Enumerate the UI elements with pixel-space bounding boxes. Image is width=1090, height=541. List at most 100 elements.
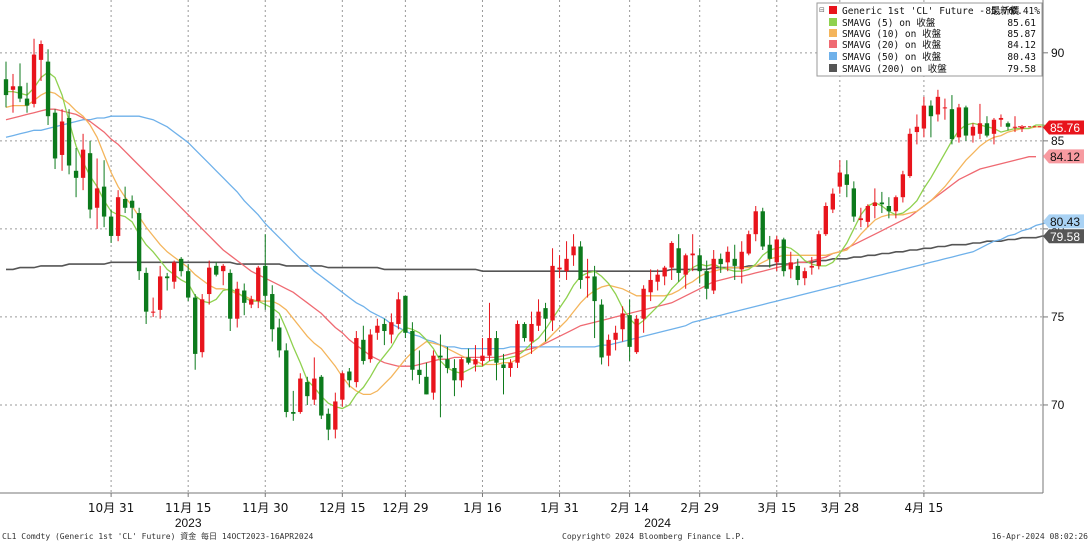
candle bbox=[305, 376, 310, 405]
candle bbox=[466, 348, 471, 365]
x-tick-label: 10月 31 bbox=[88, 501, 134, 515]
candle-body bbox=[879, 202, 885, 205]
candle-body bbox=[802, 271, 807, 279]
candle bbox=[164, 272, 170, 291]
candle-body bbox=[3, 79, 9, 96]
candle bbox=[627, 299, 632, 361]
candle bbox=[136, 207, 142, 280]
candle bbox=[347, 367, 352, 388]
price-tag-label: 79.58 bbox=[1050, 230, 1080, 244]
y-tick-label: 75 bbox=[1051, 310, 1065, 324]
candle bbox=[935, 89, 941, 122]
candle bbox=[473, 345, 478, 372]
sma-line-sma20 bbox=[5, 108, 1036, 367]
candle-body bbox=[284, 350, 289, 413]
candle-body bbox=[354, 338, 359, 383]
candle-body bbox=[375, 325, 380, 333]
candle-body bbox=[585, 276, 590, 279]
candle-body bbox=[1019, 126, 1025, 129]
x-tick-label: 11月 15 bbox=[165, 501, 211, 515]
candle-body bbox=[94, 188, 100, 208]
candle-body bbox=[725, 251, 730, 263]
candle-body bbox=[669, 242, 674, 268]
candle-body bbox=[599, 304, 604, 358]
legend[interactable]: ⊟ Generic 1st 'CL' Future - 最新價 85.76 0.… bbox=[816, 2, 1043, 77]
candle bbox=[886, 197, 892, 219]
candle-body bbox=[487, 338, 492, 356]
legend-value: 84.12 bbox=[1007, 40, 1036, 51]
candle-body bbox=[249, 299, 254, 305]
candle bbox=[739, 241, 744, 284]
x-tick-label: 2月 29 bbox=[680, 501, 719, 515]
candle bbox=[879, 191, 885, 214]
candle bbox=[669, 241, 674, 280]
legend-swatch bbox=[829, 40, 837, 48]
candle bbox=[382, 318, 387, 346]
price-tag-bg bbox=[1043, 120, 1084, 135]
candle-body bbox=[732, 258, 737, 266]
candle-body bbox=[431, 355, 436, 393]
price-tag-bg bbox=[1043, 214, 1084, 229]
candle-body bbox=[907, 133, 913, 177]
candle-body bbox=[207, 267, 212, 295]
candle-body bbox=[410, 331, 415, 370]
candle bbox=[122, 186, 128, 214]
legend-collapse-icon[interactable]: ⊟ bbox=[819, 6, 825, 14]
candle bbox=[963, 105, 969, 141]
candle bbox=[557, 255, 562, 279]
candle-body bbox=[655, 274, 660, 282]
candle bbox=[438, 334, 443, 418]
candle-body bbox=[865, 206, 871, 222]
legend-swatch bbox=[829, 64, 837, 72]
candle-body bbox=[886, 206, 892, 212]
price-tag-label: 85.76 bbox=[1050, 121, 1080, 135]
candle bbox=[907, 128, 913, 178]
candle bbox=[613, 325, 618, 351]
candle bbox=[711, 250, 716, 295]
candle bbox=[10, 73, 16, 113]
candle bbox=[872, 188, 878, 219]
candle-body bbox=[200, 299, 205, 353]
candle bbox=[781, 237, 786, 277]
legend-value: 80.43 bbox=[1007, 52, 1036, 63]
candle-body bbox=[87, 153, 93, 210]
candle bbox=[221, 264, 226, 286]
candle-body bbox=[998, 117, 1004, 120]
candle-body bbox=[389, 322, 394, 335]
candle-body bbox=[164, 276, 170, 279]
candle-body bbox=[31, 54, 37, 104]
candle bbox=[277, 318, 282, 358]
candle-body bbox=[466, 357, 471, 363]
candle-body bbox=[844, 174, 849, 185]
candle-body bbox=[823, 206, 828, 235]
candle-body bbox=[592, 276, 597, 302]
x-tick-label: 3月 28 bbox=[820, 501, 859, 515]
candle bbox=[550, 248, 555, 332]
candle bbox=[480, 338, 485, 367]
candle bbox=[207, 260, 212, 305]
candle-body bbox=[347, 371, 352, 381]
candle bbox=[431, 350, 436, 400]
candle-body bbox=[760, 211, 765, 247]
candle-body bbox=[73, 170, 79, 178]
candle-body bbox=[459, 359, 464, 381]
candle-body bbox=[298, 378, 303, 413]
legend-change: 0.41% bbox=[1011, 6, 1040, 17]
candle-body bbox=[438, 355, 443, 358]
candle bbox=[956, 103, 962, 143]
candle-body bbox=[830, 193, 835, 210]
candle-body bbox=[676, 248, 681, 273]
candle bbox=[17, 63, 23, 103]
x-tick-label: 3月 15 bbox=[757, 501, 796, 515]
price-tag: 84.12 bbox=[1043, 149, 1084, 164]
candle bbox=[795, 258, 800, 286]
legend-label: SMAVG (10) on 收盤 bbox=[842, 28, 942, 40]
candle-body bbox=[143, 272, 149, 312]
candle-body bbox=[816, 234, 821, 266]
price-tag-label: 84.12 bbox=[1050, 150, 1080, 164]
candle bbox=[87, 140, 93, 219]
candle bbox=[620, 306, 625, 342]
candle bbox=[704, 260, 709, 300]
